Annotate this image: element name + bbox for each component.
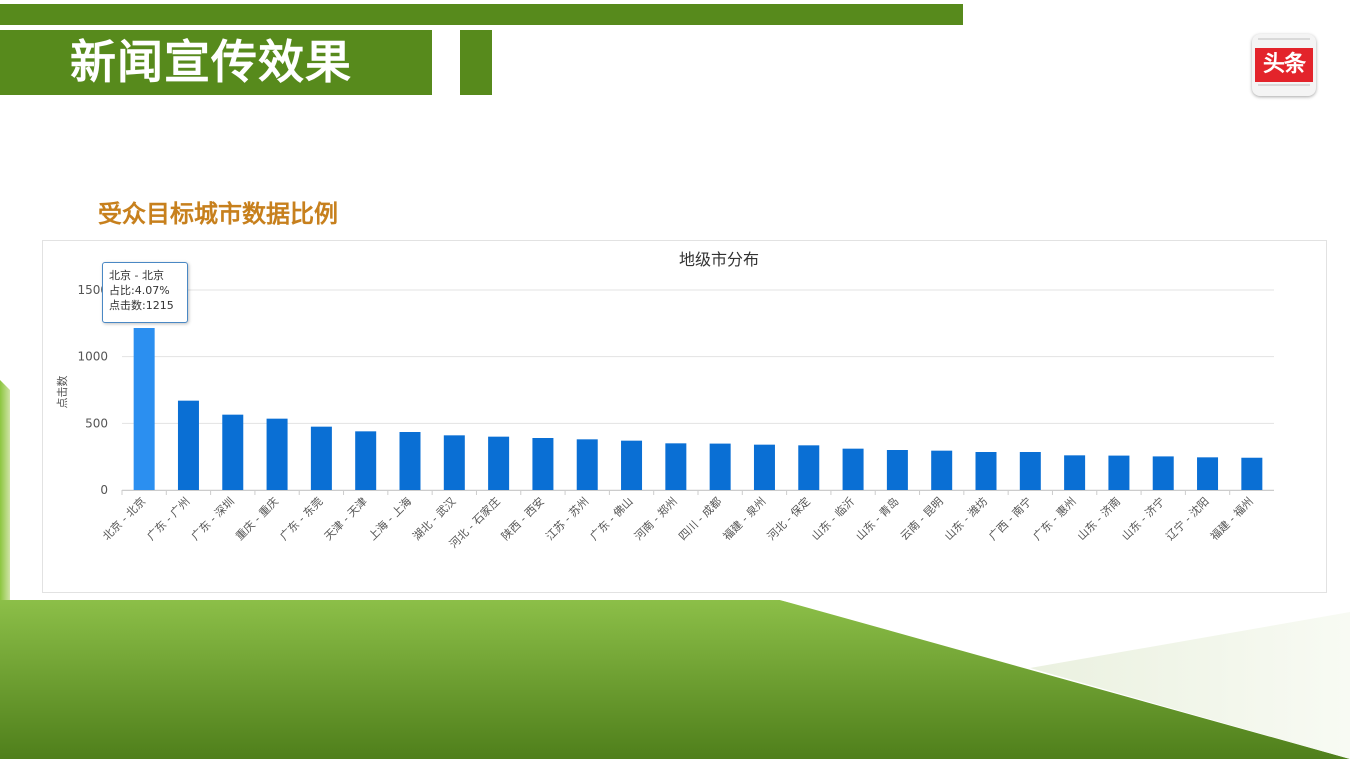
x-tick-label: 山东 - 济宁 (1119, 494, 1168, 543)
bar (1019, 452, 1041, 490)
bar (1152, 456, 1174, 490)
x-tick-label: 山东 - 青岛 (853, 494, 902, 543)
bar (665, 443, 687, 490)
bar (753, 444, 775, 490)
bar (1064, 455, 1086, 490)
bar (133, 328, 155, 490)
bar (222, 414, 244, 490)
x-tick-label: 辽宁 - 沈阳 (1163, 494, 1212, 543)
logo-text: 头条 (1262, 52, 1306, 77)
logo-red-band (1255, 48, 1313, 82)
x-tick-label: 重庆 - 重庆 (232, 494, 281, 543)
x-tick-label: 广东 - 深圳 (189, 495, 237, 543)
x-tick-label: 山东 - 潍坊 (941, 494, 990, 543)
x-tick-label: 四川 - 成都 (676, 495, 724, 543)
x-tick-label: 江苏 - 苏州 (543, 495, 591, 543)
x-tick-label: 北京 - 北京 (100, 494, 149, 543)
title-tab-accent (460, 30, 492, 95)
logo-lines-bottom (1258, 84, 1310, 92)
bar (621, 440, 643, 490)
y-tick-label: 0 (100, 483, 108, 497)
bar (886, 450, 908, 490)
x-tick-label: 云南 - 昆明 (898, 495, 946, 543)
x-tick-label: 福建 - 福州 (1207, 494, 1256, 543)
tooltip-line-clicks: 点击数:1215 (109, 299, 174, 312)
bar (842, 448, 864, 490)
bar (443, 435, 465, 490)
chart-tooltip: 北京 - 北京 占比:4.07% 点击数:1215 (102, 262, 188, 323)
bar (266, 418, 288, 490)
bar (975, 452, 997, 490)
x-tick-label: 山东 - 济南 (1074, 494, 1123, 543)
x-tick-label: 广东 - 佛山 (588, 495, 636, 543)
x-tick-label: 山东 - 临沂 (808, 494, 857, 543)
bar (709, 443, 731, 490)
x-tick-label: 河南 - 郑州 (631, 494, 680, 543)
title-bar (0, 30, 432, 95)
bar (177, 400, 199, 490)
y-tick-label: 500 (85, 416, 108, 430)
y-tick-label: 1500 (77, 283, 108, 297)
x-tick-label: 湖北 - 武汉 (410, 495, 458, 543)
bar (798, 445, 820, 490)
x-tick-label: 广东 - 东莞 (277, 495, 325, 543)
tooltip-line-share: 占比:4.07% (109, 284, 170, 297)
x-tick-label: 河北 - 保定 (764, 494, 813, 543)
x-tick-label: 广东 - 惠州 (1030, 494, 1079, 543)
y-tick-label: 1000 (77, 350, 108, 364)
section-subtitle: 受众目标城市数据比例 (98, 200, 338, 228)
x-tick-label: 上海 - 上海 (365, 494, 414, 543)
x-tick-label: 广东 - 广州 (145, 495, 193, 543)
y-axis-label: 点击数 (56, 376, 69, 409)
bar (355, 431, 377, 490)
bar (1241, 457, 1263, 490)
chart-frame (42, 240, 1327, 593)
bar (931, 450, 953, 490)
bar (532, 438, 554, 490)
tooltip-line-city: 北京 - 北京 (109, 269, 164, 282)
x-tick-label: 陕西 - 西安 (498, 494, 547, 543)
top-stripe (0, 4, 963, 25)
bar (576, 439, 598, 490)
bar (399, 432, 421, 490)
bar (1108, 455, 1130, 490)
x-tick-label: 广西 - 南宁 (986, 494, 1035, 543)
bar (1197, 457, 1219, 490)
page-title: 新闻宣传效果 (70, 35, 352, 89)
chart-title: 地级市分布 (679, 250, 759, 269)
x-tick-label: 天津 - 天津 (322, 495, 370, 543)
toutiao-logo-icon: 头条 (1252, 34, 1316, 96)
bar (488, 436, 510, 490)
bar (310, 426, 332, 490)
x-tick-label: 福建 - 泉州 (720, 494, 769, 543)
